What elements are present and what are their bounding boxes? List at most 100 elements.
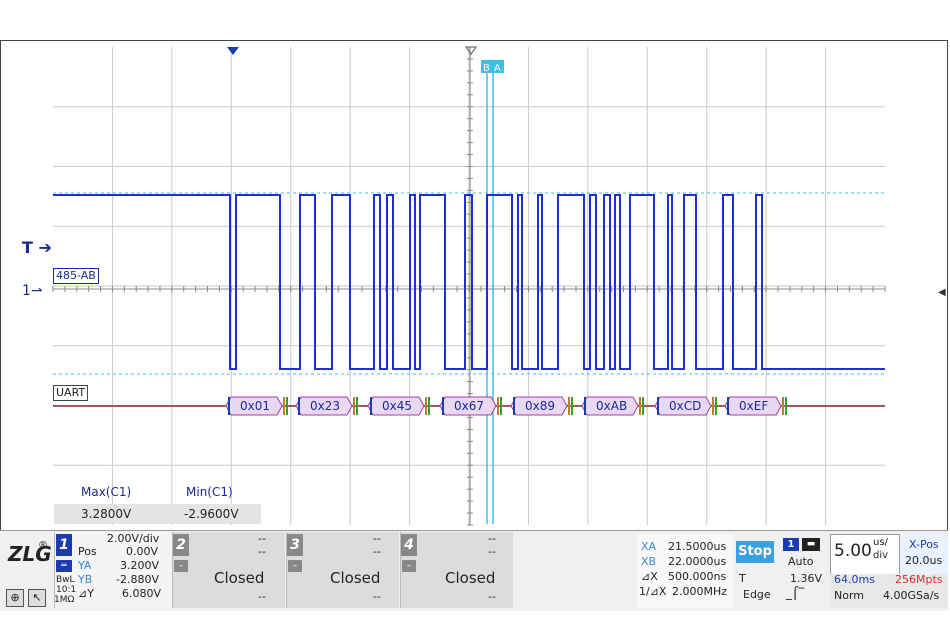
bandwidth-limit: BwL (56, 575, 75, 585)
decoded-byte-shape (439, 396, 497, 416)
channel2-dash-1: -- (258, 532, 266, 545)
trigger-level-marker[interactable]: T ➔ (22, 238, 52, 257)
channel3-coupling-icon[interactable]: – (288, 560, 302, 572)
decoded-byte-shape (367, 396, 425, 416)
channel3-dash-3: -- (373, 590, 381, 603)
max-value: 3.2800V (54, 504, 159, 524)
channel1-number[interactable]: 1 (56, 534, 72, 556)
decoded-byte-shape (510, 396, 568, 416)
xb-label: XB (641, 555, 657, 568)
channel1-panel[interactable] (54, 532, 171, 608)
decoded-byte-label: 0x23 (310, 399, 340, 413)
channel4-panel[interactable] (400, 532, 513, 608)
channel1-trace (53, 194, 885, 370)
rising-edge-icon: _⌠‾ (786, 586, 805, 600)
probe-ratio: 10:1 (56, 585, 77, 595)
decoded-byte-packet: 0xAB (581, 396, 644, 416)
channel3-dash-2: -- (373, 545, 381, 558)
max-label: Max(C1) (81, 485, 132, 499)
xa-value: 21.5000us (668, 540, 727, 553)
cursor-a-tag (492, 60, 504, 73)
xa-label: XA (641, 540, 657, 553)
acquisition-panel[interactable] (830, 574, 948, 608)
memory-depth: 256Mpts (895, 573, 943, 586)
cursor-readout-panel[interactable] (637, 534, 733, 608)
xpos-control[interactable] (900, 534, 948, 574)
center-marker (465, 46, 477, 55)
channel-tag: 485-AB (53, 268, 99, 284)
channel4-state: Closed (445, 569, 496, 587)
decoder-tag: UART (53, 385, 89, 401)
decoded-byte-packet: 0x45 (367, 396, 430, 416)
ya-value: 3.200V (120, 559, 160, 572)
decoded-byte-shape (295, 396, 353, 416)
channel2-panel[interactable] (172, 532, 285, 608)
decoded-byte-packet: 0x67 (439, 396, 502, 416)
trigger-mode[interactable]: Auto (788, 555, 814, 568)
channel4-number[interactable]: 4 (401, 534, 417, 556)
channel3-dash-1: -- (373, 532, 381, 545)
trigger-type[interactable]: Edge (743, 588, 771, 601)
channel3-panel[interactable] (286, 532, 399, 608)
decoded-byte-shape (225, 396, 283, 416)
zoom-icon[interactable]: ⊕ (6, 589, 24, 607)
uart-decode-packets: 0x01 0x23 0x45 0x67 0x89 0xAB 0xCD 0xEF (225, 396, 787, 416)
channel4-dash-2: -- (488, 545, 496, 558)
record-time: 64.0ms (834, 573, 875, 586)
channel2-coupling-icon[interactable]: – (174, 560, 188, 572)
measurement-panel: Max(C1) Min(C1) 3.2800V -2.9600V (54, 480, 261, 526)
channel3-number[interactable]: 3 (287, 534, 303, 556)
channel1-offset-marker[interactable]: 1⇀ (22, 283, 43, 299)
decoded-byte-label: 0x01 (240, 399, 270, 413)
cursor-a-label: A (494, 63, 501, 74)
decoded-byte-shape (581, 396, 639, 416)
acquisition-mode: Norm (834, 589, 865, 602)
decoded-byte-shape (654, 396, 712, 416)
channel2-number[interactable]: 2 (173, 534, 189, 556)
min-label: Min(C1) (186, 485, 233, 499)
yb-label: YB (78, 573, 93, 586)
timebase-control[interactable] (830, 534, 900, 576)
pointer-icon[interactable]: ↖ (28, 589, 46, 607)
trigger-position-marker (227, 47, 239, 55)
xb-value: 22.0000us (668, 555, 727, 568)
trigger-menu-icon[interactable]: ▬ (802, 538, 820, 551)
ya-label: YA (78, 559, 92, 572)
decoded-byte-packet: 0xCD (654, 396, 717, 416)
decoded-byte-shape (724, 396, 782, 416)
channel3-state: Closed (330, 569, 381, 587)
min-value: -2.9600V (159, 504, 261, 524)
decoded-byte-label: 0xAB (596, 399, 627, 413)
decoded-byte-packet: 0xEF (724, 396, 787, 416)
decoded-byte-packet: 0x89 (510, 396, 573, 416)
channel2-dash-2: -- (258, 545, 266, 558)
xpos-label: X-Pos (909, 538, 939, 551)
decoded-byte-label: 0xEF (739, 399, 768, 413)
run-stop-button[interactable]: Stop (736, 541, 774, 563)
timebase-unit-top: us/ (873, 537, 888, 548)
coupling-icon[interactable]: ═ (56, 560, 72, 572)
registered-mark: ® (38, 540, 48, 551)
decoded-byte-label: 0x89 (525, 399, 555, 413)
trigger-level-value[interactable]: 1.36V (790, 572, 823, 585)
timebase-value: 5.00 (834, 541, 872, 561)
trigger-level-label: T (739, 572, 746, 585)
dy-value: 6.080V (122, 587, 162, 600)
channel2-state: Closed (214, 569, 265, 587)
dx-label: ⊿X (641, 570, 658, 583)
inv-dx-value: 2.000MHz (672, 585, 728, 598)
channel1-pos-value: 0.00V (126, 545, 159, 558)
sample-rate: 4.00GSa/s (883, 589, 940, 602)
decoded-byte-packet: 0x23 (295, 396, 358, 416)
cursor-b-label: B (483, 63, 490, 74)
channel4-coupling-icon[interactable]: – (402, 560, 416, 572)
channel1-scale[interactable]: 2.00V/div (107, 532, 160, 545)
cursor-b-tag (481, 60, 492, 73)
trigger-source-badge[interactable]: 1 (783, 538, 799, 551)
scroll-right-icon[interactable]: ◀ (938, 287, 946, 298)
dy-label: ⊿Y (78, 587, 94, 600)
xpos-value: 20.0us (905, 554, 943, 567)
input-impedance: 1MΩ (54, 595, 75, 605)
decoded-byte-label: 0x67 (454, 399, 484, 413)
